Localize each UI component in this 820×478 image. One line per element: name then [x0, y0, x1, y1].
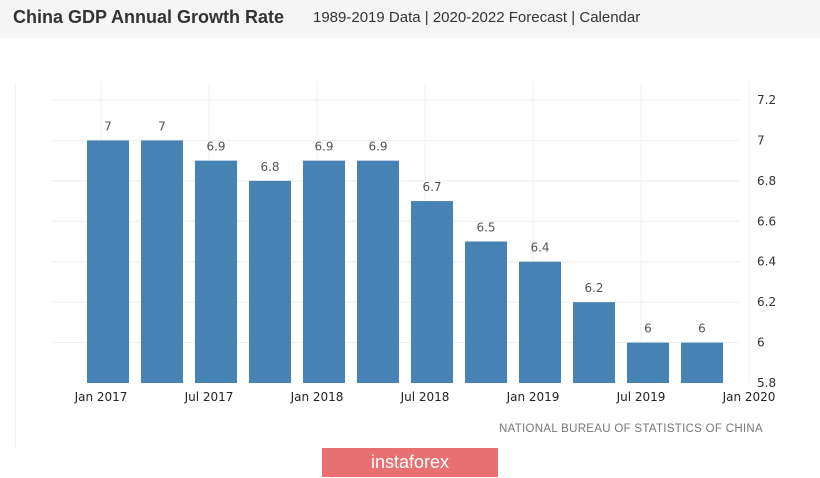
data-link[interactable]: 1989-2019 Data	[313, 9, 421, 26]
bar	[465, 241, 507, 383]
x-tick-label: Jul 2017	[184, 390, 234, 404]
y-tick-label: 6.2	[757, 295, 776, 309]
page-title: China GDP Annual Growth Rate	[13, 7, 285, 27]
bar	[681, 342, 723, 383]
bar	[87, 140, 129, 383]
bar-value-label: 7	[104, 119, 112, 133]
source-caption: NATIONAL BUREAU OF STATISTICS OF CHINA	[499, 423, 763, 435]
y-tick-label: 7	[757, 133, 765, 147]
x-tick-label: Jan 2020	[722, 390, 776, 404]
bar-value-label: 6	[644, 322, 652, 336]
bar-value-label: 6.4	[530, 241, 549, 255]
bar	[411, 201, 453, 383]
forecast-link[interactable]: 2020-2022 Forecast	[432, 9, 568, 26]
bar-value-label: 7	[158, 119, 166, 133]
y-tick-label: 6	[757, 336, 765, 350]
bar-value-label: 6.8	[260, 160, 279, 174]
bar	[141, 140, 183, 383]
bar-value-label: 6	[698, 322, 706, 336]
bar	[519, 261, 561, 383]
instaforex-banner[interactable]: instaforex	[322, 448, 498, 477]
bar-value-label: 6.9	[206, 140, 225, 154]
y-tick-label: 5.8	[757, 376, 776, 390]
y-tick-label: 6.4	[757, 255, 776, 269]
bar	[303, 160, 345, 383]
bar	[627, 342, 669, 383]
bar	[249, 180, 291, 383]
x-tick-label: Jan 2019	[506, 390, 560, 404]
bar-value-label: 6.5	[476, 221, 495, 235]
subtitle-links: 1989-2019 Data | 2020-2022 Forecast | Ca…	[313, 9, 640, 26]
y-tick-label: 6.6	[757, 214, 776, 228]
bar-value-label: 6.9	[314, 140, 333, 154]
bar-value-label: 6.9	[368, 140, 387, 154]
x-tick-label: Jul 2019	[616, 390, 666, 404]
x-tick-label: Jul 2018	[400, 390, 450, 404]
bar	[573, 302, 615, 383]
bar	[195, 160, 237, 383]
chart-panel: 5.8 6 6.2 6.4 6.6 6.8 7 7.2 Jan 2017 Jul 2017 Jan …	[15, 82, 820, 448]
page-header: China GDP Annual Growth Rate 1989-2019 D…	[0, 0, 820, 38]
bar-value-label: 6.7	[422, 180, 441, 194]
separator: |	[424, 9, 429, 26]
x-tick-label: Jan 2018	[290, 390, 344, 404]
bar-chart: 5.8 6 6.2 6.4 6.6 6.8 7 7.2 Jan 2017 Jul 2017 Jan …	[51, 82, 776, 404]
bar	[357, 160, 399, 383]
bar-value-label: 6.2	[584, 281, 603, 295]
y-tick-label: 7.2	[757, 93, 776, 107]
separator: |	[571, 9, 576, 26]
x-tick-label: Jan 2017	[74, 390, 128, 404]
y-tick-label: 6.8	[757, 174, 776, 188]
calendar-link[interactable]: Calendar	[579, 9, 641, 26]
